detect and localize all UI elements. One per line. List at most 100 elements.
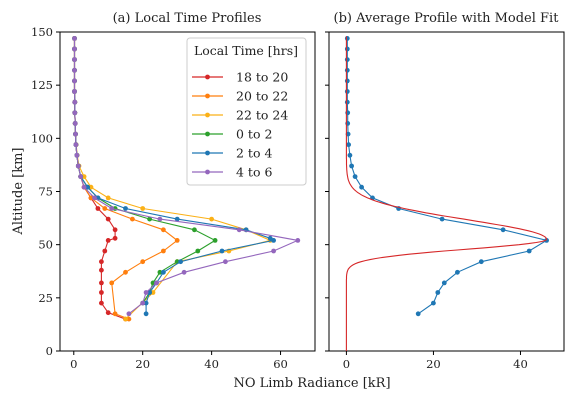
panel-b-ticks: 0 20 40	[325, 31, 528, 371]
series-point	[72, 67, 77, 73]
series-point	[344, 78, 350, 84]
legend: Local Time [hrs] 18 to 20 20 to 22 22 to 2…	[186, 37, 307, 186]
legend-box	[186, 37, 307, 186]
series-point	[99, 280, 104, 286]
series-point	[73, 142, 79, 148]
series-point	[140, 259, 146, 265]
legend-label: 18 to 20	[236, 70, 288, 85]
series-point	[344, 89, 350, 94]
series-point	[126, 316, 132, 322]
series-point	[88, 195, 94, 201]
series-point	[415, 311, 421, 317]
series-point	[212, 238, 218, 243]
series-point	[271, 248, 276, 254]
series-point	[123, 316, 128, 322]
series-point	[181, 269, 187, 275]
legend-marker	[205, 93, 210, 99]
series-point	[72, 110, 78, 116]
series-point	[349, 163, 354, 169]
series-point	[344, 57, 350, 62]
series-point	[73, 131, 78, 137]
panel-a: (a) Local Time Profiles Altitude [km] 0 2…	[11, 11, 316, 371]
series-point	[439, 216, 445, 222]
series-point	[526, 248, 532, 254]
series-point	[455, 269, 460, 275]
series-point	[435, 290, 441, 295]
x-tick-label: 20	[426, 357, 441, 371]
series-point	[174, 216, 180, 222]
series-point	[102, 206, 108, 211]
series-point	[544, 238, 549, 243]
series-point	[236, 227, 242, 233]
series-point	[346, 142, 351, 148]
legend-label: 4 to 6	[236, 165, 272, 180]
series-point	[157, 269, 163, 275]
x-axis-label: NO Limb Radiance [kR]	[233, 376, 390, 391]
series-point	[74, 152, 80, 158]
series-point	[109, 280, 115, 286]
series-point	[195, 248, 201, 254]
y-tick-label: 100	[31, 131, 53, 145]
panel-b-title: (b) Average Profile with Model Fit	[334, 11, 560, 26]
series-point	[143, 290, 149, 295]
series-point	[140, 300, 146, 306]
y-tick-label: 75	[38, 185, 53, 199]
series-point	[99, 290, 104, 295]
series-point	[92, 195, 97, 201]
series-point	[161, 248, 166, 254]
panel-a-y-axis-label: Altitude [km]	[11, 147, 26, 235]
legend-label: 2 to 4	[236, 146, 272, 161]
series-point	[267, 235, 273, 241]
series-point	[123, 206, 128, 211]
y-tick-label: 125	[31, 78, 53, 92]
series-point	[161, 227, 166, 233]
series-point	[352, 174, 358, 180]
series-point	[72, 46, 77, 52]
x-tick-label: 20	[135, 357, 150, 371]
legend-title: Local Time [hrs]	[194, 43, 298, 58]
y-tick-label: 50	[38, 238, 53, 252]
x-tick-label: 60	[273, 357, 288, 371]
series-point	[72, 78, 77, 84]
series-point	[344, 99, 350, 105]
series-point	[99, 300, 104, 306]
series-point	[150, 290, 156, 295]
series-point	[143, 300, 149, 306]
series-point	[441, 280, 447, 286]
series-point	[88, 184, 94, 190]
series-point	[295, 238, 301, 243]
series-point	[478, 259, 484, 265]
legend-marker	[205, 131, 210, 137]
legend-marker	[205, 74, 210, 80]
series-point	[105, 238, 111, 243]
legend-marker	[205, 150, 210, 156]
x-tick-label: 40	[513, 357, 528, 371]
series-point	[112, 311, 118, 317]
series-point	[112, 227, 118, 233]
panel-a-title: (a) Local Time Profiles	[113, 11, 262, 26]
series-point	[105, 310, 111, 316]
series-point	[174, 238, 180, 243]
series-point	[72, 36, 77, 41]
x-tick-label: 0	[70, 357, 77, 371]
series-point	[147, 290, 153, 295]
series-point	[85, 184, 90, 190]
series-point	[75, 163, 81, 169]
panel-b: (b) Average Profile with Model Fit 0 20 40	[325, 11, 565, 371]
series-point	[219, 248, 225, 254]
series-point	[130, 216, 135, 222]
series-point	[105, 216, 111, 222]
series-point	[161, 269, 166, 275]
series-point	[192, 227, 197, 233]
series-point	[157, 216, 163, 222]
series-point	[78, 174, 84, 180]
panel-b-series	[344, 36, 549, 351]
series-point	[431, 300, 436, 306]
series-point	[112, 235, 118, 241]
series-point	[105, 195, 111, 201]
series-point	[500, 227, 506, 233]
series-point	[72, 121, 78, 126]
series-point	[99, 259, 104, 265]
series-point	[123, 269, 128, 275]
legend-label: 22 to 24	[236, 108, 288, 123]
